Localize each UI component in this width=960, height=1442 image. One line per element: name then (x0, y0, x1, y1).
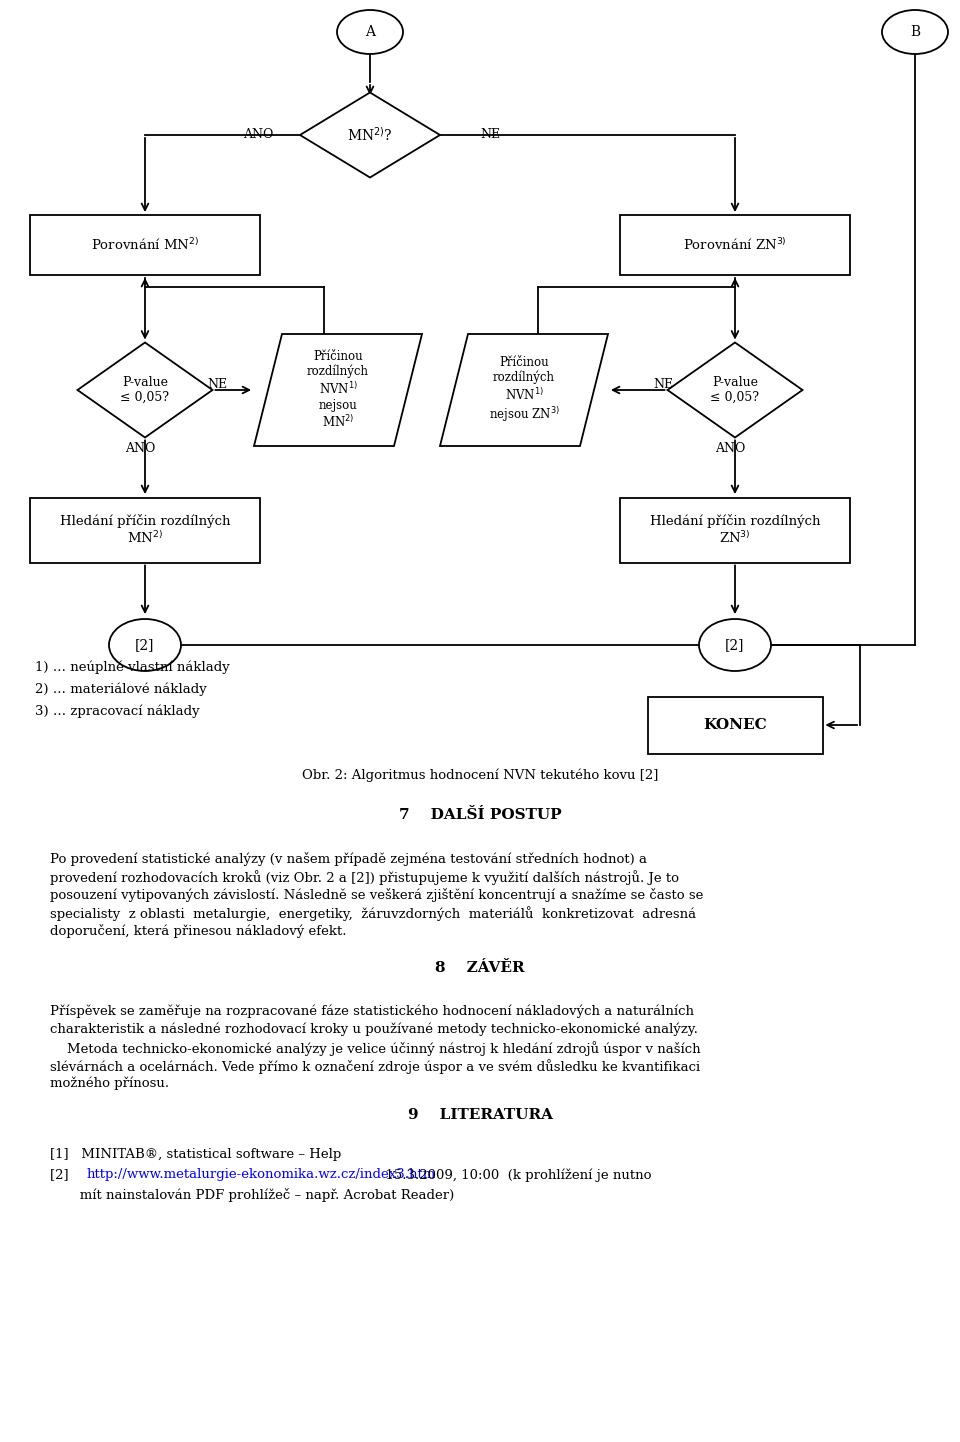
Text: Porovnání MN$^{2)}$: Porovnání MN$^{2)}$ (91, 236, 199, 252)
Text: NE: NE (480, 128, 500, 141)
Text: A: A (365, 25, 375, 39)
Text: [2]: [2] (135, 637, 155, 652)
FancyBboxPatch shape (30, 497, 260, 562)
Text: NE: NE (207, 378, 228, 391)
Text: specialisty  z oblasti  metalurgie,  energetiky,  žáruvzdorných  materiálů  konk: specialisty z oblasti metalurgie, energe… (50, 906, 696, 921)
FancyBboxPatch shape (620, 497, 850, 562)
Text: [2]: [2] (725, 637, 745, 652)
Text: 8    ZÁVĚR: 8 ZÁVĚR (435, 960, 525, 975)
Text: [2]: [2] (50, 1168, 82, 1181)
FancyBboxPatch shape (620, 215, 850, 275)
Text: mít nainstalován PDF prohlížeč – např. Acrobat Reader): mít nainstalován PDF prohlížeč – např. A… (50, 1188, 454, 1203)
FancyBboxPatch shape (647, 696, 823, 754)
Ellipse shape (109, 619, 181, 671)
Text: provedení rozhodovacích kroků (viz Obr. 2 a [2]) přistupujeme k využití dalších : provedení rozhodovacích kroků (viz Obr. … (50, 870, 679, 885)
Text: 1) … neúplné vlastní náklady: 1) … neúplné vlastní náklady (35, 660, 229, 673)
Text: ANO: ANO (125, 441, 156, 454)
Text: KONEC: KONEC (703, 718, 767, 733)
Text: 7    DALŠÍ POSTUP: 7 DALŠÍ POSTUP (398, 808, 562, 822)
Polygon shape (440, 335, 608, 446)
Ellipse shape (699, 619, 771, 671)
Text: možného přínosu.: možného přínosu. (50, 1077, 169, 1090)
Text: Porovnání ZN$^{3)}$: Porovnání ZN$^{3)}$ (684, 236, 787, 252)
Text: Hledání příčin rozdílných
ZN$^{3)}$: Hledání příčin rozdílných ZN$^{3)}$ (650, 513, 820, 547)
Text: ANO: ANO (243, 128, 274, 141)
Text: 2) … materiálové náklady: 2) … materiálové náklady (35, 682, 206, 695)
Text: http://www.metalurgie-ekonomika.wz.cz/index3.htm: http://www.metalurgie-ekonomika.wz.cz/in… (86, 1168, 436, 1181)
Ellipse shape (882, 10, 948, 53)
Text: MN$^{2)}$?: MN$^{2)}$? (348, 125, 393, 144)
Text: ANO: ANO (715, 441, 745, 454)
Text: NE: NE (653, 378, 673, 391)
Text: Příčinou
rozdílných
NVN$^{1)}$
nejsou ZN$^{3)}$: Příčinou rozdílných NVN$^{1)}$ nejsou ZN… (489, 356, 560, 424)
Text: Příčinou
rozdílných
NVN$^{1)}$
nejsou
MN$^{2)}$: Příčinou rozdílných NVN$^{1)}$ nejsou MN… (307, 350, 369, 430)
Text: slévárnách a ocelárnách. Vede přímo k označení zdroje úspor a ve svém důsledku k: slévárnách a ocelárnách. Vede přímo k oz… (50, 1058, 700, 1074)
Text: P-value
≤ 0,05?: P-value ≤ 0,05? (121, 376, 170, 404)
Polygon shape (78, 343, 212, 437)
Polygon shape (667, 343, 803, 437)
Ellipse shape (337, 10, 403, 53)
Text: Obr. 2: Algoritmus hodnocení NVN tekutého kovu [2]: Obr. 2: Algoritmus hodnocení NVN tekutéh… (301, 769, 659, 782)
Polygon shape (254, 335, 422, 446)
Text: Příspěvek se zaměřuje na rozpracované fáze statistického hodnocení nákladových a: Příspěvek se zaměřuje na rozpracované fá… (50, 1005, 694, 1018)
Text: Metoda technicko-ekonomické analýzy je velice účinný nástroj k hledání zdrojů ús: Metoda technicko-ekonomické analýzy je v… (50, 1041, 701, 1056)
Text: B: B (910, 25, 920, 39)
Text: P-value
≤ 0,05?: P-value ≤ 0,05? (710, 376, 759, 404)
Text: 15.3.2009, 10:00  (k prohlížení je nutno: 15.3.2009, 10:00 (k prohlížení je nutno (376, 1168, 651, 1181)
Text: 3) … zpracovací náklady: 3) … zpracovací náklady (35, 704, 200, 718)
Text: posouzení vytipovaných závislostí. Následně se veškerá zjištění koncentrují a sn: posouzení vytipovaných závislostí. Násle… (50, 888, 704, 903)
Text: 9    LITERATURA: 9 LITERATURA (407, 1107, 553, 1122)
Polygon shape (300, 92, 440, 177)
Text: charakteristik a následné rozhodovací kroky u používané metody technicko-ekonomi: charakteristik a následné rozhodovací kr… (50, 1022, 698, 1037)
FancyBboxPatch shape (30, 215, 260, 275)
Text: doporučení, která přinesou nákladový efekt.: doporučení, která přinesou nákladový efe… (50, 924, 347, 937)
Text: Po provedení statistické analýzy (v našem případě zejména testování středních ho: Po provedení statistické analýzy (v naše… (50, 852, 647, 867)
Text: Hledání příčin rozdílných
MN$^{2)}$: Hledání příčin rozdílných MN$^{2)}$ (60, 513, 230, 547)
Text: [1]   MINITAB®, statistical software – Help: [1] MINITAB®, statistical software – Hel… (50, 1148, 341, 1161)
